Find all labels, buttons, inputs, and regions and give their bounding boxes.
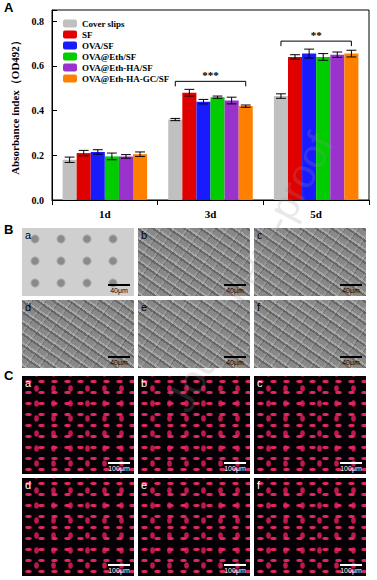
svg-text:5d: 5d	[310, 208, 322, 220]
svg-text:OVA/SF: OVA/SF	[82, 41, 114, 51]
svg-text:0.2: 0.2	[32, 150, 45, 161]
svg-text:0.6: 0.6	[32, 60, 45, 71]
svg-text:Absorbance index（OD492）: Absorbance index（OD492）	[9, 35, 22, 175]
svg-text:**: **	[311, 29, 323, 41]
svg-text:Cover slips: Cover slips	[82, 19, 125, 29]
svg-text:0.0: 0.0	[32, 195, 45, 206]
svg-text:0.8: 0.8	[32, 16, 45, 27]
svg-text:0.4: 0.4	[32, 105, 45, 116]
svg-text:OVA@Eth-HA-GC/SF: OVA@Eth-HA-GC/SF	[82, 74, 170, 84]
svg-text:OVA@Eth/SF: OVA@Eth/SF	[82, 52, 137, 62]
svg-text:OVA@Eth-HA/SF: OVA@Eth-HA/SF	[82, 63, 153, 73]
svg-text:***: ***	[202, 69, 219, 81]
svg-text:1d: 1d	[99, 208, 111, 220]
svg-text:3d: 3d	[205, 208, 217, 220]
svg-text:SF: SF	[82, 30, 93, 40]
